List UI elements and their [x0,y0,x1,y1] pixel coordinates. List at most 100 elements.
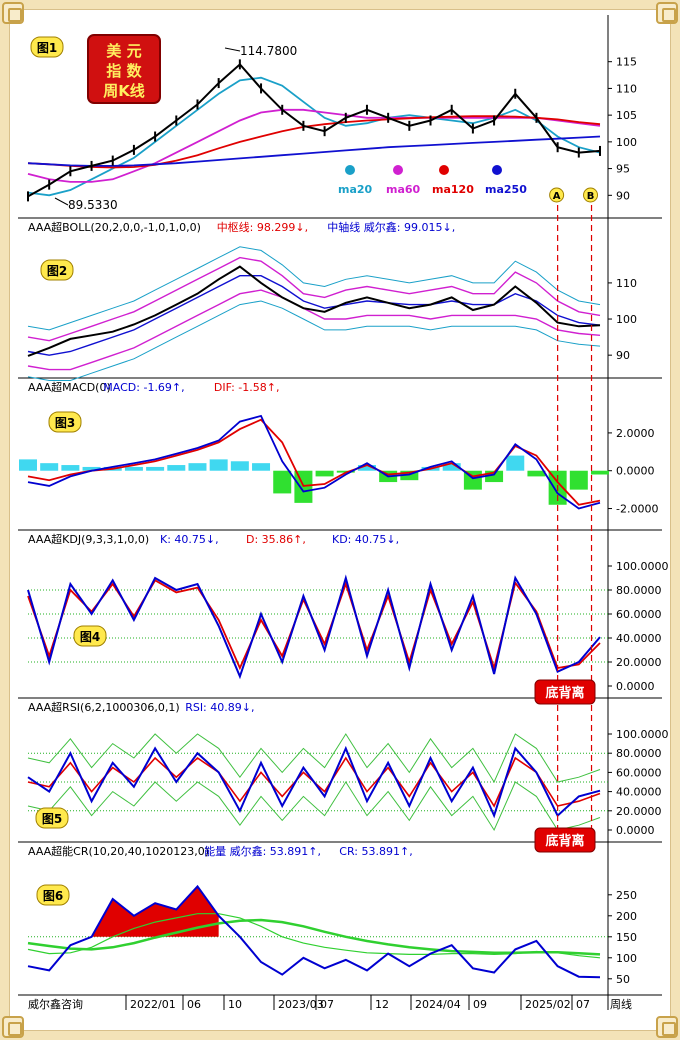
histogram-bar [146,466,165,471]
panel-header-value: RSI: 40.89↓, [185,701,254,714]
panel-tag-label: 图6 [43,889,63,903]
histogram-bar [400,470,419,481]
y-tick-label: 50 [616,973,630,986]
corner-ornament-br [656,1016,678,1038]
y-tick-label: 90 [616,189,630,202]
corner-ornament-tl [2,2,24,24]
panel-tag-label: 图2 [47,264,67,278]
series-middle [27,275,601,356]
y-tick-label: 80.0000 [616,747,662,760]
y-tick-label: 40.0000 [616,786,662,799]
x-tick-label: 10 [228,998,242,1011]
histogram-bar [124,466,143,471]
panel-header: AAA超BOLL(20,2,0,0,-1,0,1,0,0) [28,220,201,234]
y-tick-label: 20.0000 [616,656,662,669]
series-rsi-band-low [27,781,601,832]
histogram-bar [209,459,228,471]
panel-header-value: 中枢线: 98.299↓, [217,220,308,234]
series-upper [27,256,601,342]
x-tick-label: 07 [320,998,334,1011]
y-tick-label: 40.0000 [616,632,662,645]
y-tick-label: 115 [616,56,637,69]
panel-tag-label: 图1 [37,41,57,55]
series-outer-lower [27,300,601,381]
series-MACD [27,414,601,510]
series-rsi-band-up [27,733,601,784]
y-tick-label: 0.0000 [616,680,655,693]
legend-dot-ma60 [393,165,403,175]
x-tick-label: 2025/02 [525,998,571,1011]
y-tick-label: 250 [616,889,637,902]
y-tick-label: 100.0000 [616,728,669,741]
histogram-bar [188,463,207,471]
panel-tag-badge [30,36,64,58]
x-tick-label: 2024/04 [415,998,461,1011]
legend-label-ma20: ma20 [338,183,373,196]
panel-tag-badge [40,259,74,281]
legend-label-ma120: ma120 [432,183,474,196]
y-tick-label: 110 [616,82,637,95]
y-tick-label: 60.0000 [616,766,662,779]
y-tick-label: 200 [616,910,637,923]
x-tick-label: 07 [576,998,590,1011]
series-CR-MA2 [27,918,601,956]
histogram-bar [357,465,376,471]
series-outer-upper [27,246,601,331]
panel-tag-badge [48,411,82,433]
cr-overheat-fill [91,886,219,937]
panel-header: AAA超RSI(6,2,1000306,0,1) [28,700,180,714]
panel-tag-label: 图4 [80,630,100,644]
panel-header-value: DIF: -1.58↑, [214,381,280,394]
panel-header-value: K: 40.75↓, [160,533,219,546]
legend-label-ma60: ma60 [386,183,421,196]
panel-header: AAA超MACD(0) [28,380,111,394]
series-close [27,265,601,357]
title-stamp-line2: 指 数 [106,62,142,80]
panel-tag-label: 图5 [42,812,62,826]
panel-header-value: KD: 40.75↓, [332,533,399,546]
panel-header-value: CR: 53.891↑, [339,845,412,858]
y-tick-label: 60.0000 [616,608,662,621]
histogram-bar [167,465,186,471]
y-tick-label: 110 [616,277,637,290]
marker-label: B [587,191,595,202]
series-CR [27,884,601,979]
panel-header: AAA超KDJ(9,3,3,1,0,0) [28,532,149,546]
histogram-bar [506,455,525,471]
footer-brand: 威尔鑫咨询 [28,997,83,1011]
series-K [27,574,601,680]
footer-period: 周线 [610,997,632,1011]
corner-ornament-tr [656,2,678,24]
y-tick-label: 90 [616,349,630,362]
x-tick-label: 12 [375,998,389,1011]
y-tick-label: 100 [616,952,637,965]
x-tick-label: 2023/03 [278,998,324,1011]
series-ma20 [27,76,601,197]
panel-tag-label: 图3 [55,416,75,430]
panel-tag-badge [36,884,70,906]
x-tick-label: 2022/01 [130,998,176,1011]
low-annotation: 89.5330 [68,198,118,212]
panel-header-value: MACD: -1.69↑, [103,381,184,394]
panel-header-value: 能量 威尔鑫: 53.891↑, [204,844,321,858]
x-tick-label: 09 [473,998,487,1011]
legend-dot-ma250 [492,165,502,175]
divergence-badge [534,679,596,705]
legend-label-ma250: ma250 [485,183,527,196]
series-lower [27,289,601,371]
y-tick-label: 100.0000 [616,560,669,573]
series-CR-MA1 [27,913,601,959]
y-tick-label: -2.0000 [616,503,658,516]
y-tick-label: 20.0000 [616,805,662,818]
histogram-bar [569,470,588,490]
histogram-bar [40,463,59,471]
marker-badge [583,187,599,203]
series-close [27,62,601,198]
y-tick-label: 2.0000 [616,427,655,440]
y-tick-label: 100 [616,136,637,149]
histogram-bar [485,470,504,483]
panel-tag-badge [73,625,107,647]
histogram-bar [527,470,546,477]
